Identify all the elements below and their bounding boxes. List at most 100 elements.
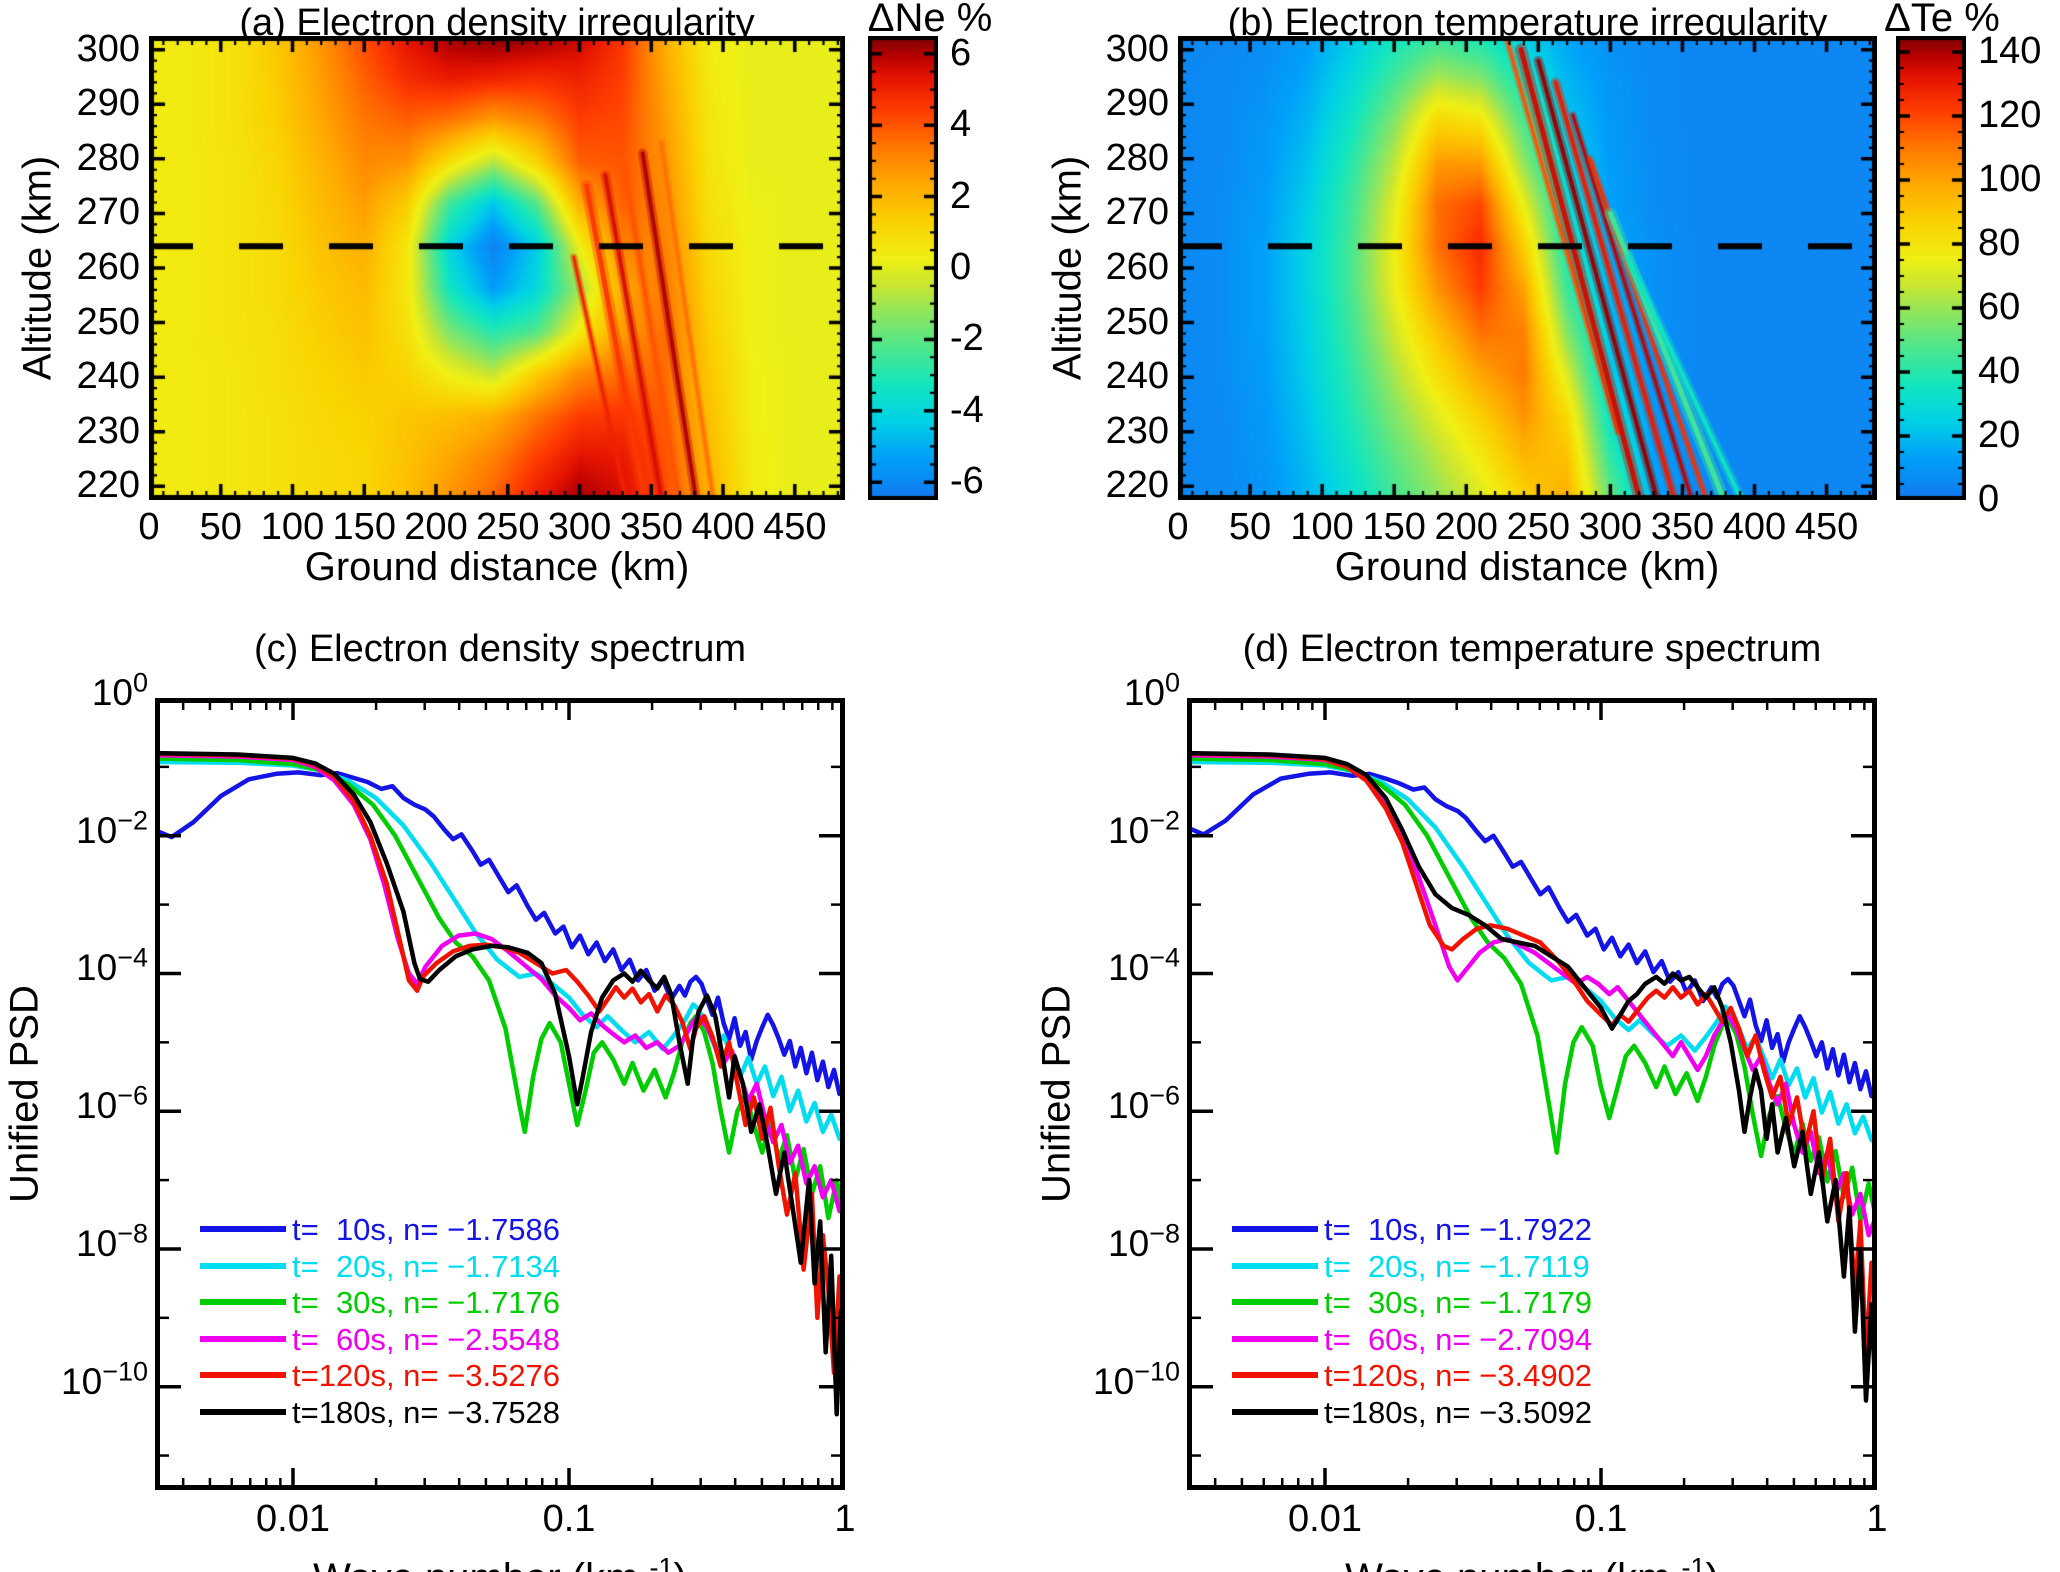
panel-c-ylabel: Unified PSD <box>2 985 47 1203</box>
legend-label: t=180s, n= −3.7528 <box>292 1395 561 1430</box>
x-tick-label: 200 <box>404 506 468 548</box>
legend-entry: t=180s, n= −3.7528 <box>200 1395 720 1432</box>
y-tick-label: 240 <box>1105 355 1169 398</box>
legend-label: t= 20s, n= −1.7119 <box>1324 1248 1590 1284</box>
x-tick-label: 1 <box>1866 1498 1888 1540</box>
y-tick-label: 290 <box>76 82 140 125</box>
x-tick-label: 0.01 <box>1288 1498 1362 1540</box>
series-curve-1 <box>1187 759 1877 1143</box>
colorbar-a <box>868 36 938 500</box>
y-tick-label: 270 <box>76 191 140 234</box>
legend-entry: t= 60s, n= −2.7094 <box>1232 1322 1752 1359</box>
colorbar-tick-label: -6 <box>950 460 984 503</box>
legend-entry: t= 60s, n= −2.5548 <box>200 1322 720 1359</box>
legend-label: t= 60s, n= −2.7094 <box>1324 1321 1593 1357</box>
y-tick-exponent: −8 <box>1149 1218 1180 1249</box>
x-tick-label: 350 <box>1650 506 1715 548</box>
colorbar-b <box>1896 36 1966 500</box>
legend-swatch <box>200 1226 286 1232</box>
legend-entry: t=120s, n= −3.5276 <box>200 1358 720 1395</box>
y-tick-exponent: −6 <box>117 1080 148 1111</box>
colorbar-tick-label: 6 <box>950 31 972 74</box>
y-tick-label: 10−8 <box>1108 1218 1180 1264</box>
series-curve-2 <box>155 756 845 1224</box>
y-tick-exponent: −10 <box>1134 1356 1180 1387</box>
legend-swatch <box>1232 1372 1318 1379</box>
spectrum-xlabel-part: Wave number (km <box>1345 1556 1681 1572</box>
y-tick-label: 260 <box>1105 246 1169 288</box>
legend-swatch <box>1232 1226 1318 1232</box>
y-tick-exponent: −2 <box>1149 805 1180 836</box>
panel-a-ylabel: Altitude (km) <box>15 155 60 381</box>
y-tick-label: 10−8 <box>76 1218 148 1264</box>
panel-b-xlabel: Ground distance (km) <box>1334 545 1720 589</box>
series-curve-5 <box>155 750 845 1451</box>
y-tick-label: 280 <box>76 136 140 179</box>
legend-swatch <box>1232 1409 1318 1415</box>
legend-label: t= 30s, n= −1.7179 <box>1324 1285 1593 1321</box>
x-tick-label: 450 <box>1794 506 1859 548</box>
y-tick-label: 260 <box>76 246 140 288</box>
y-tick-label: 10−6 <box>76 1080 148 1127</box>
x-tick-label: 300 <box>547 506 612 548</box>
y-tick-exponent: 0 <box>132 667 148 698</box>
x-tick-label: 450 <box>763 506 827 548</box>
series-curve-3 <box>155 752 845 1214</box>
y-tick-label: 280 <box>1105 136 1169 179</box>
heatmap-b <box>1178 36 1877 500</box>
x-tick-label: 300 <box>1578 506 1643 548</box>
y-tick-label: 10−4 <box>1108 943 1180 989</box>
y-tick-exponent: −6 <box>1149 1080 1180 1111</box>
y-tick-exponent: −4 <box>1149 943 1180 974</box>
legend-entry: t= 20s, n= −1.7134 <box>200 1249 720 1286</box>
series-group <box>1187 750 1877 1431</box>
y-tick-label: 220 <box>1105 464 1169 507</box>
heatmap-a <box>149 36 845 500</box>
colorbar-tick-label: 0 <box>950 246 972 288</box>
y-tick-label: 300 <box>1105 27 1169 70</box>
legend-entry: t= 30s, n= −1.7179 <box>1232 1285 1752 1322</box>
colorbar-tick-label: 100 <box>1978 158 2042 200</box>
x-tick-label: 250 <box>1506 506 1570 548</box>
series-curve-1 <box>155 759 845 1142</box>
spectrum-c <box>155 698 845 1490</box>
spectrum-xlabel: Wave number (km -1) <box>1345 1554 1719 1572</box>
y-tick-label: 230 <box>76 409 140 452</box>
series-curve-4 <box>1187 751 1877 1362</box>
series-curve-0 <box>155 770 845 1097</box>
x-tick-label: 0.01 <box>256 1498 330 1540</box>
colorbar-tick-label: 80 <box>1978 222 2021 264</box>
y-tick-label: 290 <box>1105 82 1169 125</box>
legend-label: t=180s, n= −3.5092 <box>1324 1395 1593 1430</box>
y-tick-label: 100 <box>1123 667 1180 713</box>
y-tick-exponent: −8 <box>117 1218 148 1249</box>
y-tick-exponent: −10 <box>102 1356 148 1387</box>
legend-swatch <box>200 1409 286 1415</box>
colorbar-tick-label: 0 <box>1978 478 2000 520</box>
colorbar-b-title: ΔTe % <box>1884 0 2000 40</box>
legend-swatch <box>1232 1299 1318 1306</box>
colorbar-tick-label: -2 <box>950 317 984 360</box>
spectrum-xlabel: Wave number (km -1) <box>313 1554 687 1572</box>
legend-entry: t= 10s, n= −1.7922 <box>1232 1212 1752 1249</box>
x-tick-label: 400 <box>1722 506 1787 548</box>
y-tick-label: 10−6 <box>1108 1080 1180 1127</box>
legend-label: t= 60s, n= −2.5548 <box>292 1321 561 1357</box>
y-tick-label: 240 <box>76 355 140 398</box>
colorbar-tick-label: 2 <box>950 174 972 217</box>
plot-frame <box>1187 698 1877 1490</box>
legend-entry: t=120s, n= −3.4902 <box>1232 1358 1752 1395</box>
legend-label: t=120s, n= −3.5276 <box>292 1358 561 1394</box>
y-tick-label: 250 <box>1105 300 1169 343</box>
y-tick-exponent: −2 <box>117 805 148 836</box>
legend-swatch <box>1232 1262 1318 1269</box>
x-tick-label: 1 <box>834 1498 856 1540</box>
x-tick-label: 0.1 <box>542 1498 596 1540</box>
panel-d-ylabel: Unified PSD <box>1034 985 1079 1203</box>
x-tick-label: 0.1 <box>1574 1498 1628 1540</box>
legend-label: t= 10s, n= −1.7586 <box>292 1212 561 1247</box>
legend-swatch <box>200 1299 286 1306</box>
series-curve-0 <box>1187 770 1877 1099</box>
series-group <box>155 750 845 1451</box>
colorbar-tick-label: 4 <box>950 103 972 146</box>
